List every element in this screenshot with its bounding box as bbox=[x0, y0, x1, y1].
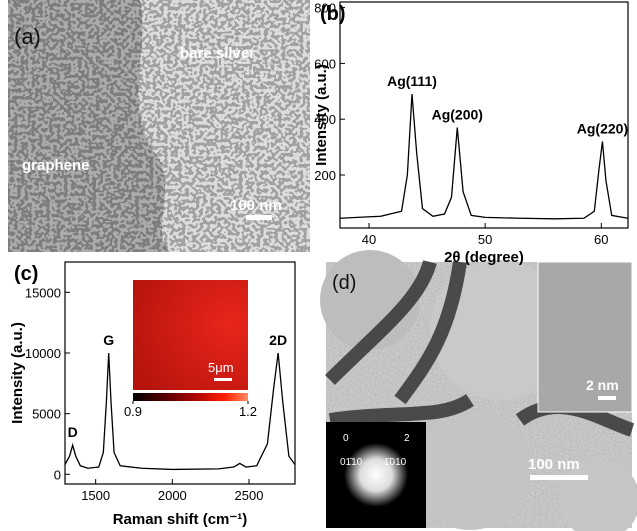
x-tick-label: 2500 bbox=[235, 488, 264, 503]
region-label: graphene bbox=[22, 157, 90, 174]
graphene-region bbox=[8, 0, 170, 252]
raman-map bbox=[133, 280, 248, 390]
scale-bar bbox=[246, 215, 272, 220]
x-tick-label: 60 bbox=[594, 232, 608, 247]
peak-label: 2D bbox=[269, 332, 287, 348]
diffraction-label: 0 bbox=[343, 433, 349, 444]
diffraction-label: 1̄010 bbox=[384, 457, 407, 468]
scale-bar bbox=[530, 475, 588, 480]
y-tick-label: 0 bbox=[54, 467, 61, 482]
inset-scale-bar bbox=[598, 396, 616, 400]
scale-bar-label: 100 nm bbox=[528, 456, 580, 473]
inset-scale-bar bbox=[214, 378, 232, 381]
peak-label: D bbox=[68, 424, 78, 440]
panel-label: (c) bbox=[14, 263, 38, 285]
y-axis-label: Intensity (a.u.) bbox=[313, 64, 330, 166]
x-axis-label: Raman shift (cm⁻¹) bbox=[113, 511, 248, 528]
plot-frame bbox=[64, 261, 296, 485]
panel-label: (d) bbox=[332, 272, 356, 294]
panel-a: (a) bare silver graphene 100 nm bbox=[8, 0, 310, 252]
x-tick-label: 40 bbox=[362, 232, 376, 247]
x-tick-label: 50 bbox=[478, 232, 492, 247]
colorbar-tick-label: 0.9 bbox=[124, 404, 142, 419]
hrtem-inset bbox=[537, 261, 633, 413]
sem-image bbox=[8, 0, 310, 252]
plot-frame bbox=[339, 1, 629, 229]
inset-scale-bar-label: 5μm bbox=[208, 360, 234, 375]
diffraction-label: 2 bbox=[404, 433, 410, 444]
y-tick-label: 400 bbox=[314, 112, 336, 127]
line-series bbox=[339, 94, 629, 220]
y-axis-label: Intensity (a.u.) bbox=[9, 322, 26, 424]
x-tick-label: 1500 bbox=[81, 488, 110, 503]
lacey-carbon bbox=[325, 259, 635, 437]
region-label: bare silver bbox=[180, 45, 255, 62]
y-tick-label: 600 bbox=[314, 56, 336, 71]
y-tick-label: 200 bbox=[314, 168, 336, 183]
diffraction-center bbox=[344, 443, 408, 507]
hole bbox=[430, 260, 570, 400]
peak-label: G bbox=[103, 332, 114, 348]
y-tick-label: 15000 bbox=[25, 285, 61, 300]
panel-label: (b) bbox=[320, 3, 346, 25]
colorbar-tick-label: 1.2 bbox=[239, 404, 257, 419]
line-series bbox=[64, 352, 296, 471]
diffraction-label: 01̄10 bbox=[340, 457, 363, 468]
y-tick-label: 5000 bbox=[32, 407, 61, 422]
x-axis-label: 2θ (degree) bbox=[444, 249, 524, 266]
inset-scale-bar-label: 2 nm bbox=[586, 377, 619, 393]
peak-label: Ag(111) bbox=[387, 73, 437, 89]
panel-d: (d) 2 nm 100 nm 0 2 01̄10 1̄010 bbox=[320, 250, 637, 531]
panel-label: (a) bbox=[14, 24, 41, 49]
raman-map-inset: 5μm bbox=[133, 280, 248, 401]
y-tick-label: 10000 bbox=[25, 346, 61, 361]
x-tick-label: 2000 bbox=[158, 488, 187, 503]
peak-label: Ag(220) bbox=[577, 121, 628, 137]
scale-bar-label: 100 nm bbox=[230, 197, 282, 214]
peak-label: Ag(200) bbox=[432, 107, 483, 123]
hole bbox=[410, 410, 530, 530]
y-tick-label: 800 bbox=[314, 1, 336, 16]
colorbar bbox=[133, 393, 248, 401]
